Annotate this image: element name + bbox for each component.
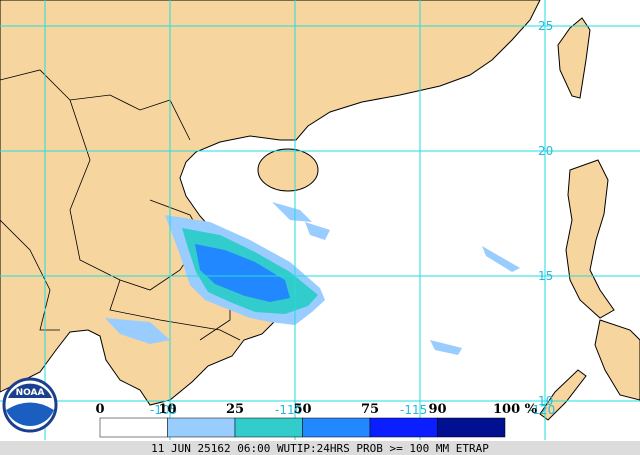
lon-label: -105 [150,403,177,417]
noaa-logo: NOAA [2,377,58,433]
legend-label: 90 [428,402,446,417]
legend-swatch [167,417,236,438]
probability-areas [105,202,520,355]
legend-swatch [302,417,371,438]
legend: 0 10 25 50 75 90 100 % [95,402,538,438]
hainan [257,148,319,192]
graticule [0,0,640,440]
visayas [594,319,640,401]
lon-label: -110 [275,403,302,417]
legend-label: 50 [293,402,311,417]
legend-label: 0 [95,402,104,417]
legend-label: 10 [158,402,176,417]
border [69,99,201,291]
lat-label: 25 [538,19,553,33]
taiwan [557,17,591,99]
footer-bar [0,441,640,455]
lat-label: 15 [538,269,553,283]
border [109,279,241,341]
border [0,219,60,331]
luzon [565,159,615,319]
lat-label: 20 [538,144,553,158]
legend-swatch [234,417,303,438]
lon-label: -120 [528,403,555,417]
logo-text: NOAA [16,388,45,398]
legend-swatch [369,417,438,438]
footer-text: 11 JUN 25162 06:00 WUTIP:24HRS PROB >= 1… [151,442,489,455]
legend-swatch [99,417,168,438]
legend-label: 100 % [493,402,538,417]
legend-label: 25 [226,402,244,417]
lon-label: -115 [400,403,427,417]
palawan [539,369,587,421]
legend-label: 75 [361,402,379,417]
lat-label: 10 [538,394,553,408]
legend-swatch [437,417,506,438]
